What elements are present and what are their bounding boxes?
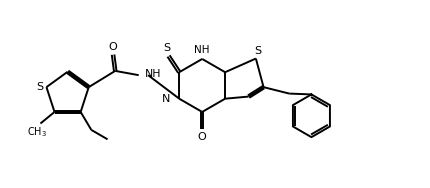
Text: NH: NH — [194, 45, 210, 55]
Text: N: N — [162, 94, 171, 104]
Text: NH: NH — [145, 69, 162, 79]
Text: S: S — [37, 82, 43, 92]
Text: O: O — [198, 132, 206, 142]
Text: CH$_3$: CH$_3$ — [27, 126, 47, 139]
Text: S: S — [164, 43, 171, 53]
Text: S: S — [255, 46, 261, 56]
Text: O: O — [109, 42, 117, 52]
